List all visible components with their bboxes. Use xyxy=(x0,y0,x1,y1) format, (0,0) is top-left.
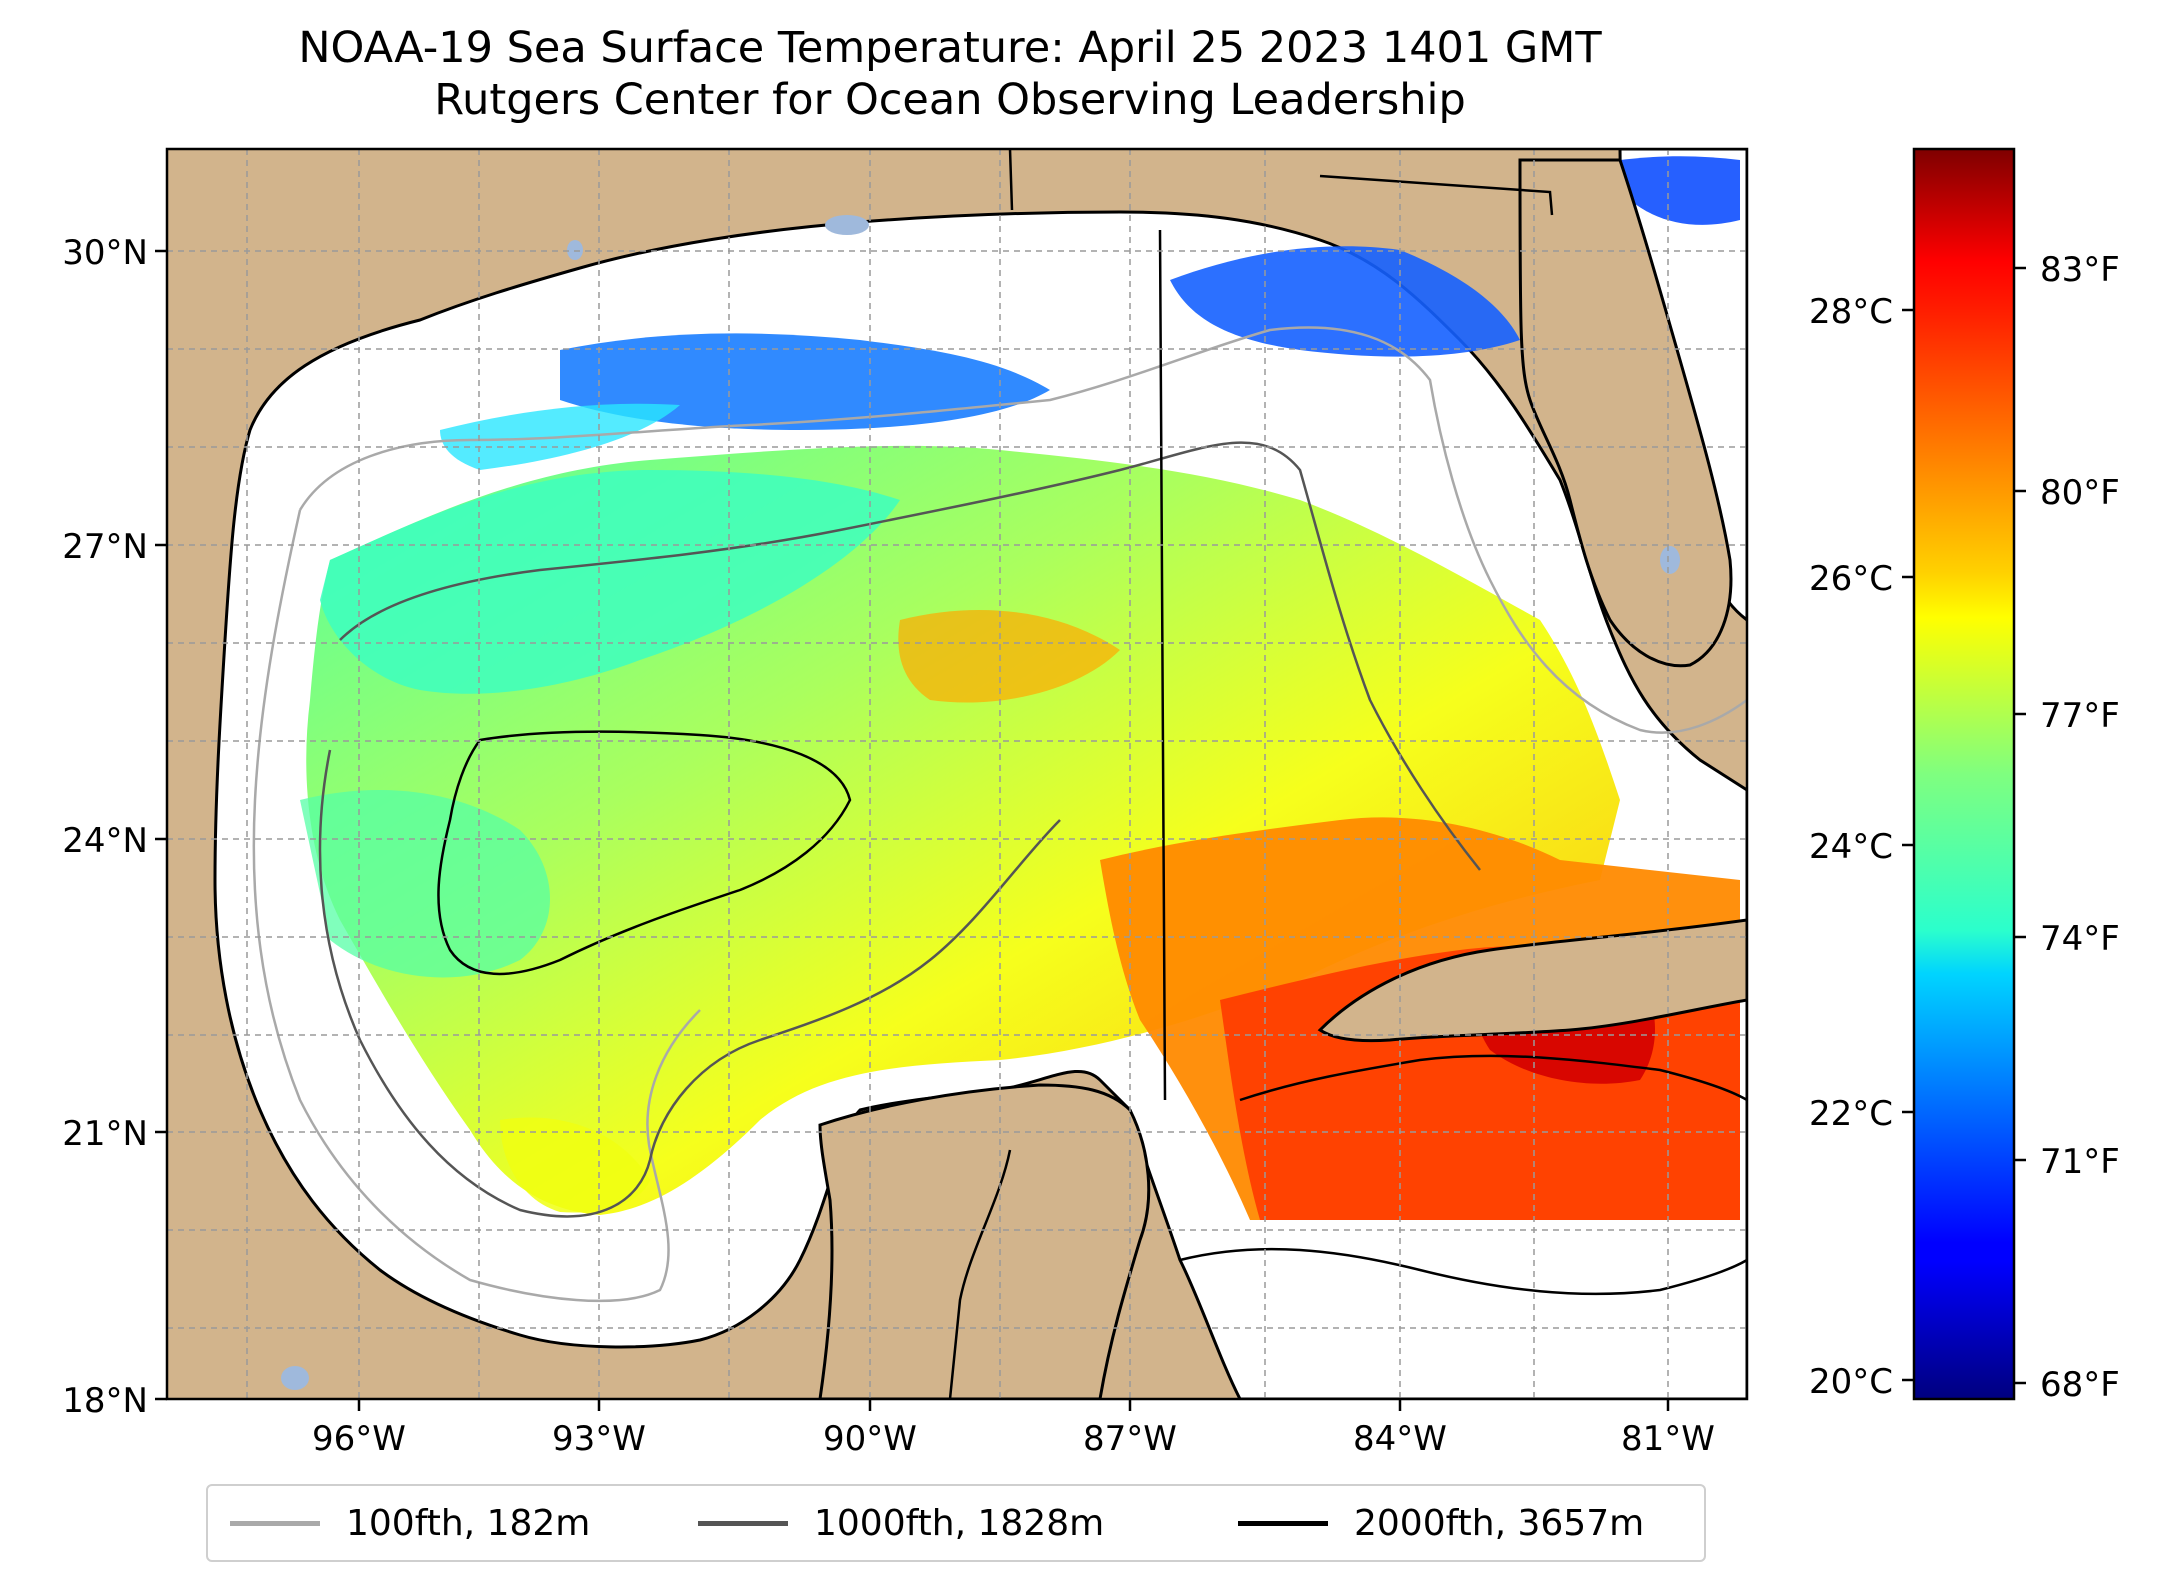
legend-label: 100fth, 182m xyxy=(346,1502,591,1544)
contour-2000fth xyxy=(1179,1054,1747,1296)
fahrenheit-tick-label: 74°F xyxy=(2040,919,2120,959)
yucatan-peninsula xyxy=(818,1083,1151,1399)
fahrenheit-tick-label: 71°F xyxy=(2040,1142,2120,1182)
lon-axis: 96°W 93°W 90°W 87°W 84°W 81°W xyxy=(312,1399,1715,1459)
lon-tick-label: 93°W xyxy=(552,1419,646,1459)
map-title: NOAA-19 Sea Surface Temperature: April 2… xyxy=(0,22,1900,126)
lat-tick-label: 24°N xyxy=(62,821,148,861)
depth-contours xyxy=(252,326,1747,1303)
lake xyxy=(1660,546,1680,574)
legend-label: 2000fth, 3657m xyxy=(1354,1502,1645,1544)
contour-1000fth xyxy=(318,749,1061,1218)
celsius-tick-label: 22°C xyxy=(1809,1094,1893,1134)
state-boundary xyxy=(1319,174,1554,216)
lake xyxy=(825,215,869,235)
lat-tick-label: 27°N xyxy=(62,527,148,567)
contour-1000fth xyxy=(339,441,1481,871)
title-line-2: Rutgers Center for Ocean Observing Leade… xyxy=(434,75,1466,125)
legend-swatch xyxy=(698,1520,788,1526)
celsius-tick-label: 28°C xyxy=(1809,292,1893,332)
lon-tick-label: 87°W xyxy=(1083,1419,1177,1459)
legend-item-1000fth: 1000fth, 1828m xyxy=(698,1500,1104,1546)
lon-tick-label: 84°W xyxy=(1353,1419,1447,1459)
title-line-1: NOAA-19 Sea Surface Temperature: April 2… xyxy=(298,23,1602,73)
lake xyxy=(567,240,583,260)
fahrenheit-tick-label: 80°F xyxy=(2040,473,2120,513)
fahrenheit-tick-label: 68°F xyxy=(2040,1365,2120,1405)
colorbar-fahrenheit-axis: 68°F 71°F 74°F 77°F 80°F 83°F xyxy=(2014,250,2120,1405)
celsius-tick-label: 20°C xyxy=(1809,1362,1893,1402)
lat-axis: 18°N 21°N 24°N 27°N 30°N xyxy=(62,233,167,1421)
lat-tick-label: 21°N xyxy=(62,1114,148,1154)
fahrenheit-tick-label: 77°F xyxy=(2040,696,2120,736)
legend-item-2000fth: 2000fth, 3657m xyxy=(1238,1500,1644,1546)
lat-tick-label: 18°N xyxy=(62,1381,148,1421)
colorbar xyxy=(1912,147,2016,1401)
lon-tick-label: 81°W xyxy=(1621,1419,1715,1459)
contour-100fth xyxy=(298,326,1747,734)
lon-tick-label: 90°W xyxy=(823,1419,917,1459)
lat-tick-label: 30°N xyxy=(62,233,148,273)
legend-label: 1000fth, 1828m xyxy=(814,1502,1105,1544)
cuba xyxy=(1317,918,1747,1043)
lon-tick-label: 96°W xyxy=(312,1419,406,1459)
fahrenheit-tick-label: 83°F xyxy=(2040,250,2120,290)
contour-2000fth xyxy=(437,730,852,976)
border-line xyxy=(948,149,1167,1399)
map-frame xyxy=(165,147,1749,1401)
contour-legend: 100fth, 182m 1000fth, 1828m 2000fth, 365… xyxy=(206,1484,1706,1562)
lake xyxy=(281,1366,309,1390)
florida-peninsula xyxy=(1518,158,1733,668)
map-area xyxy=(167,149,1747,1399)
contour-100fth xyxy=(252,509,701,1303)
legend-swatch xyxy=(1238,1520,1328,1526)
celsius-tick-label: 26°C xyxy=(1809,559,1893,599)
colorbar-celsius-axis: 20°C 22°C 24°C 26°C 28°C xyxy=(1809,292,1914,1402)
legend-item-100fth: 100fth, 182m xyxy=(230,1500,590,1546)
legend-swatch xyxy=(230,1520,320,1526)
celsius-tick-label: 24°C xyxy=(1809,827,1893,867)
